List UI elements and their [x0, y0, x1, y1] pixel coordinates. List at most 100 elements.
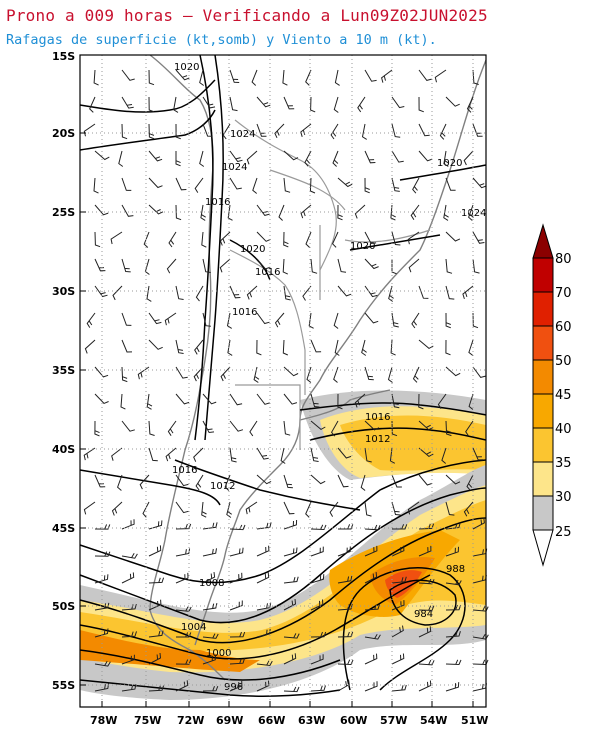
- wind-barb: [445, 659, 462, 666]
- wind-barb: [202, 258, 211, 273]
- wind-barb: [202, 548, 217, 557]
- wind-barb: [418, 605, 435, 611]
- wind-barb: [229, 96, 238, 112]
- wind-barb: [148, 599, 162, 611]
- wind-barb: [443, 204, 449, 221]
- wind-barb: [418, 393, 424, 410]
- wind-barb: [195, 474, 204, 491]
- wind-barb: [472, 231, 485, 244]
- wind-barb: [283, 686, 300, 693]
- wind-barb: [391, 625, 404, 638]
- wind-barb: [175, 285, 184, 300]
- wind-barb: [229, 680, 243, 692]
- wind-barb: [175, 501, 189, 514]
- wind-barb: [94, 524, 111, 530]
- wind-barb: [329, 501, 339, 517]
- wind-barb: [310, 631, 327, 638]
- wind-barb: [337, 204, 343, 221]
- wind-barb: [110, 231, 123, 245]
- colorbar-swatch: [532, 495, 554, 531]
- wind-barb: [94, 474, 106, 488]
- wind-barb: [333, 366, 339, 383]
- wind-barb: [194, 339, 204, 355]
- wind-barb: [94, 366, 109, 378]
- wind-barb: [391, 653, 405, 665]
- wind-barb: [245, 501, 258, 515]
- wind-barb: [121, 204, 134, 217]
- wind-barb: [148, 685, 165, 692]
- wind-barb: [364, 633, 381, 640]
- wind-barb: [445, 546, 459, 557]
- wind-barb: [300, 123, 312, 137]
- wind-barb: [418, 680, 432, 692]
- wind-barb: [418, 545, 432, 557]
- wind-barb: [121, 366, 128, 383]
- wind-barb: [364, 366, 374, 381]
- wind-barb: [84, 339, 96, 354]
- wind-barb: [274, 123, 285, 139]
- wind-barb: [256, 231, 271, 242]
- wind-barb: [202, 633, 219, 639]
- wind-barb: [224, 474, 231, 491]
- wind-barb: [166, 258, 177, 274]
- wind-barb: [418, 96, 424, 113]
- wind-barb: [337, 258, 347, 273]
- wind-barb: [418, 447, 434, 457]
- wind-barb: [121, 654, 135, 665]
- wind-barb: [89, 96, 96, 113]
- wind-barb: [381, 69, 393, 83]
- wind-barb: [283, 599, 297, 611]
- lat-label: 40S: [52, 443, 75, 456]
- isobar-label: 1016: [172, 465, 197, 476]
- wind-barb: [337, 447, 352, 459]
- wind-barb: [445, 682, 460, 692]
- wind-barb: [229, 177, 242, 190]
- wind-barb: [111, 447, 123, 461]
- wind-barb: [148, 69, 155, 86]
- wind-barb: [391, 420, 398, 437]
- wind-barb: [283, 420, 291, 436]
- wind-barb: [354, 393, 366, 408]
- wind-barb: [282, 69, 288, 86]
- wind-barb: [146, 393, 153, 410]
- wind-barb: [274, 312, 285, 328]
- wind-barb: [229, 572, 243, 584]
- colorbar: 80 70 60 50 45 40 35 30 25: [532, 223, 572, 567]
- wind-barb: [256, 474, 272, 485]
- isobar-label: 1008: [199, 578, 224, 589]
- wind-barb: [282, 339, 289, 356]
- wind-barb: [361, 339, 367, 356]
- isobar-label: 984: [414, 609, 433, 620]
- wind-barb: [337, 631, 354, 638]
- wind-barb: [364, 420, 380, 431]
- wind-barb: [391, 501, 401, 516]
- lon-label: 60W: [340, 714, 367, 727]
- wind-barb: [364, 653, 378, 665]
- wind-barb: [472, 447, 484, 461]
- colorbar-label: 40: [555, 422, 572, 437]
- wind-barb: [445, 474, 461, 485]
- isobar-label: 1000: [206, 648, 231, 659]
- wind-barb: [175, 151, 181, 167]
- wind-barb: [202, 602, 218, 611]
- wind-barb: [443, 150, 450, 167]
- wind-barb: [445, 258, 453, 274]
- wind-barb: [111, 501, 123, 516]
- wind-barb: [354, 204, 366, 219]
- map-subtitle: Rafagas de superficie (kt,somb) y Viento…: [6, 32, 437, 48]
- wind-barb: [364, 604, 380, 611]
- wind-barb: [310, 474, 326, 485]
- wind-barb: [357, 96, 366, 113]
- lon-label: 72W: [177, 714, 204, 727]
- wind-barb: [121, 177, 132, 191]
- wind-barb: [283, 474, 293, 489]
- wind-barb: [175, 204, 182, 221]
- wind-barb: [256, 680, 270, 692]
- wind-barb: [175, 123, 181, 140]
- wind-barb: [310, 420, 326, 431]
- wind-barb: [117, 474, 123, 491]
- lon-label: 78W: [90, 714, 117, 727]
- wind-barb: [94, 628, 109, 638]
- wind-barb: [391, 545, 405, 557]
- wind-barb: [121, 69, 135, 81]
